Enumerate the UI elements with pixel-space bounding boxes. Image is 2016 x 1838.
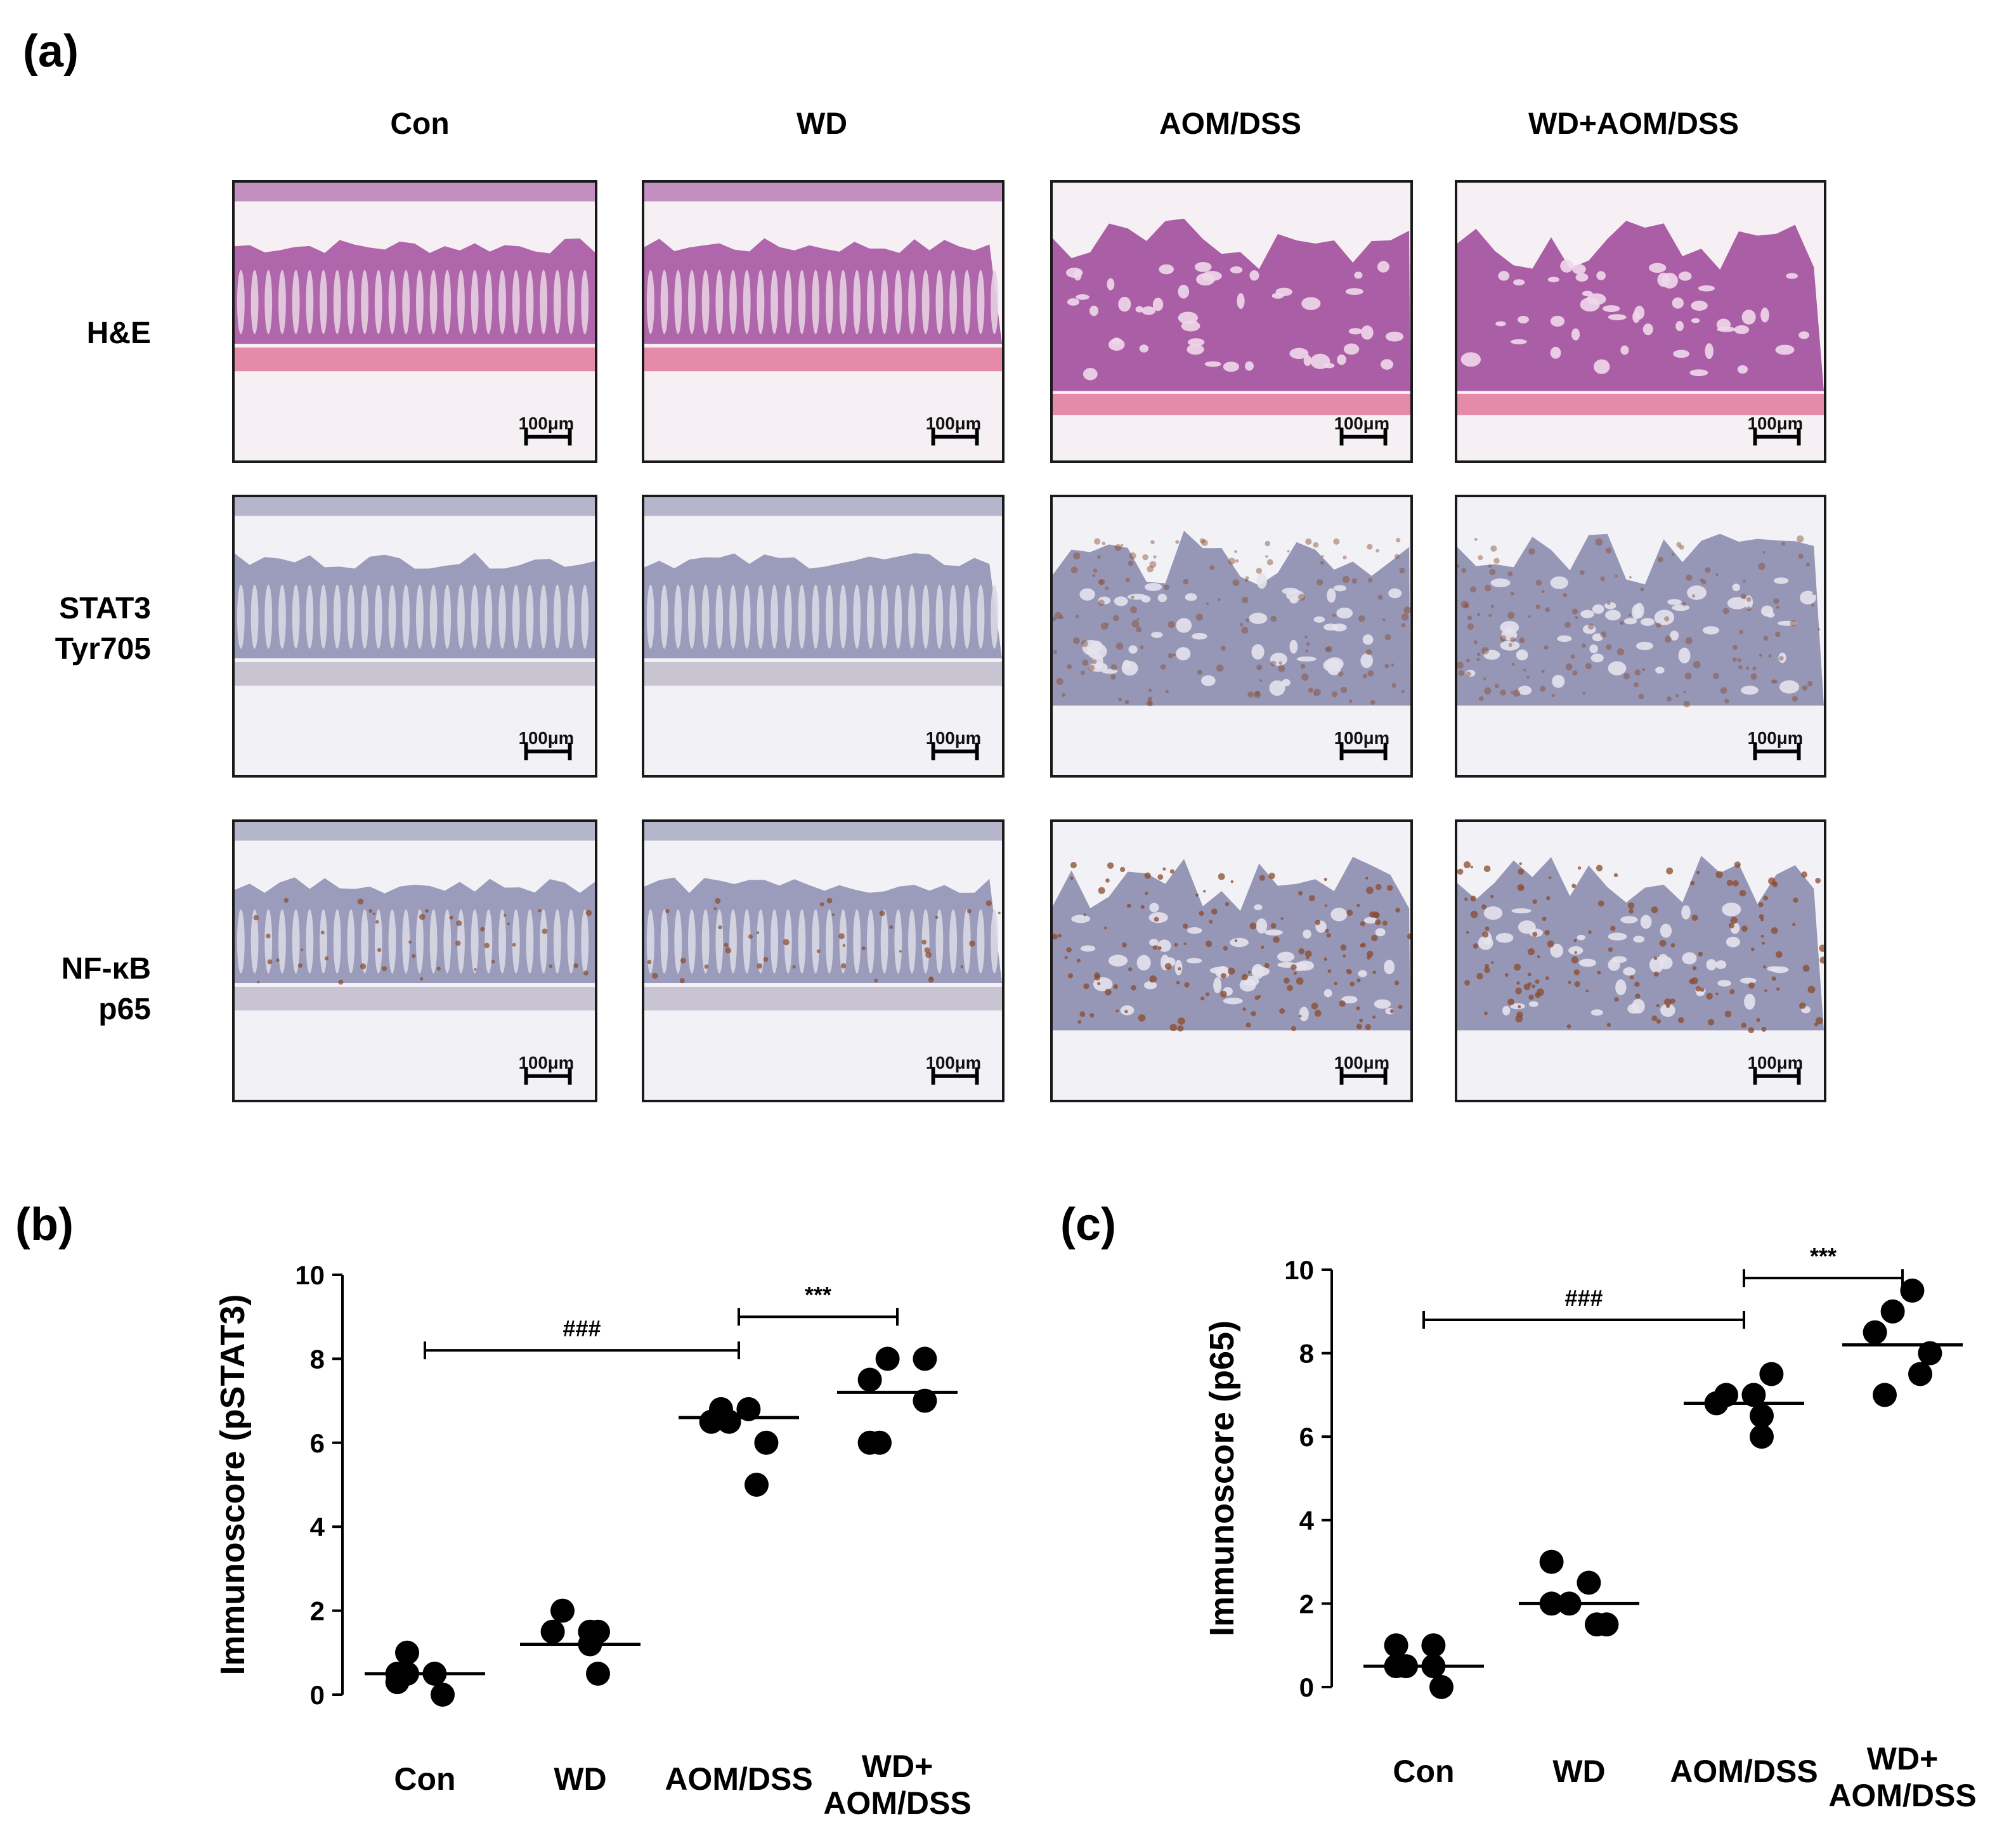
- column-header-aom-dss: AOM/DSS: [1159, 107, 1301, 141]
- micrograph-0-0: 100μm: [232, 180, 597, 463]
- y-tick-label: 8: [310, 1344, 325, 1374]
- row-header-stat3: STAT3 Tyr705: [0, 589, 151, 670]
- data-point: [736, 1397, 761, 1421]
- row-header-p65-line2: p65: [98, 993, 151, 1026]
- y-axis-label: Immunoscore (p65): [1205, 1320, 1241, 1636]
- row-header-p65: NF-κB p65: [0, 949, 151, 1030]
- x-category-label: AOM/DSS: [665, 1761, 812, 1797]
- micrograph-0-3: 100μm: [1455, 180, 1826, 463]
- x-category-label: AOM/DSS: [1828, 1778, 1976, 1813]
- data-point: [1863, 1320, 1887, 1345]
- data-point: [1741, 1383, 1766, 1407]
- y-tick-label: 2: [310, 1596, 325, 1626]
- data-point: [1918, 1341, 1942, 1365]
- y-tick-label: 6: [1299, 1422, 1314, 1452]
- row-header-stat3-line1: STAT3: [59, 592, 151, 625]
- data-point: [745, 1473, 769, 1497]
- data-point: [586, 1619, 610, 1644]
- data-point: [717, 1409, 741, 1434]
- micrograph-1-0: 100μm: [232, 495, 597, 778]
- y-tick-label: 10: [295, 1260, 325, 1290]
- panel-b-letter: (b): [15, 1199, 74, 1250]
- row-header-stat3-line2: Tyr705: [55, 632, 151, 666]
- data-point: [550, 1598, 575, 1623]
- column-header-wd: WD: [797, 107, 847, 141]
- data-point: [1421, 1633, 1446, 1658]
- micrograph-2-0: 100μm: [232, 819, 597, 1102]
- row-header-he-line1: H&E: [86, 316, 151, 350]
- data-point: [1873, 1383, 1897, 1407]
- y-tick-label: 8: [1299, 1339, 1314, 1369]
- panel-a-letter: (a): [23, 26, 79, 77]
- row-header-he: H&E: [0, 313, 151, 354]
- data-point: [1429, 1675, 1453, 1699]
- column-header-con: Con: [390, 107, 450, 141]
- x-category-label: Con: [1393, 1754, 1454, 1789]
- micrograph-0-2: 100μm: [1050, 180, 1413, 463]
- y-tick-label: 0: [310, 1680, 325, 1710]
- x-category-label: WD: [1552, 1754, 1605, 1789]
- data-point: [857, 1367, 882, 1392]
- micrograph-2-1: 100μm: [642, 819, 1005, 1102]
- data-point: [913, 1346, 937, 1371]
- data-point: [1577, 1570, 1601, 1595]
- row-header-p65-line1: NF-κB: [61, 952, 151, 986]
- y-tick-label: 2: [1299, 1589, 1314, 1619]
- data-point: [431, 1683, 455, 1707]
- micrograph-1-3: 100μm: [1455, 495, 1826, 778]
- data-point: [875, 1346, 900, 1371]
- data-point: [1714, 1383, 1738, 1407]
- data-point: [1384, 1633, 1408, 1658]
- y-tick-label: 6: [310, 1428, 325, 1458]
- x-category-label: AOM/DSS: [823, 1785, 971, 1821]
- significance-label: ###: [1564, 1285, 1603, 1311]
- data-point: [540, 1619, 565, 1644]
- data-point: [913, 1388, 937, 1413]
- data-point: [586, 1661, 610, 1686]
- data-point: [857, 1430, 882, 1455]
- panel-c-letter: (c): [1060, 1199, 1116, 1250]
- data-point: [754, 1430, 779, 1455]
- x-category-label: WD+: [1867, 1741, 1939, 1776]
- significance-label: ***: [805, 1282, 831, 1308]
- data-point: [1900, 1278, 1925, 1303]
- data-point: [1750, 1404, 1774, 1428]
- micrograph-1-1: 100μm: [642, 495, 1005, 778]
- x-category-label: WD: [554, 1761, 606, 1797]
- micrograph-1-2: 100μm: [1050, 495, 1413, 778]
- data-point: [395, 1640, 419, 1665]
- micrograph-2-2: 100μm: [1050, 819, 1413, 1102]
- x-category-label: Con: [394, 1761, 455, 1797]
- data-point: [1908, 1362, 1932, 1386]
- y-tick-label: 0: [1299, 1672, 1314, 1702]
- micrograph-0-1: 100μm: [642, 180, 1005, 463]
- data-point: [1750, 1424, 1774, 1449]
- data-point: [1880, 1299, 1905, 1324]
- micrograph-2-3: 100μm: [1455, 819, 1826, 1102]
- significance-label: ###: [563, 1315, 601, 1341]
- column-header-wd-aom-dss: WD+AOM/DSS: [1528, 107, 1739, 141]
- data-point: [1759, 1362, 1784, 1386]
- y-tick-label: 4: [310, 1512, 325, 1542]
- y-axis-label: Immunoscore (pSTAT3): [214, 1294, 252, 1675]
- x-category-label: WD+: [862, 1749, 933, 1784]
- data-point: [1585, 1612, 1609, 1637]
- y-tick-label: 10: [1284, 1255, 1314, 1285]
- significance-label: ***: [1810, 1243, 1837, 1269]
- y-tick-label: 4: [1299, 1506, 1315, 1535]
- x-category-label: AOM/DSS: [1670, 1754, 1818, 1789]
- data-point: [1539, 1549, 1564, 1574]
